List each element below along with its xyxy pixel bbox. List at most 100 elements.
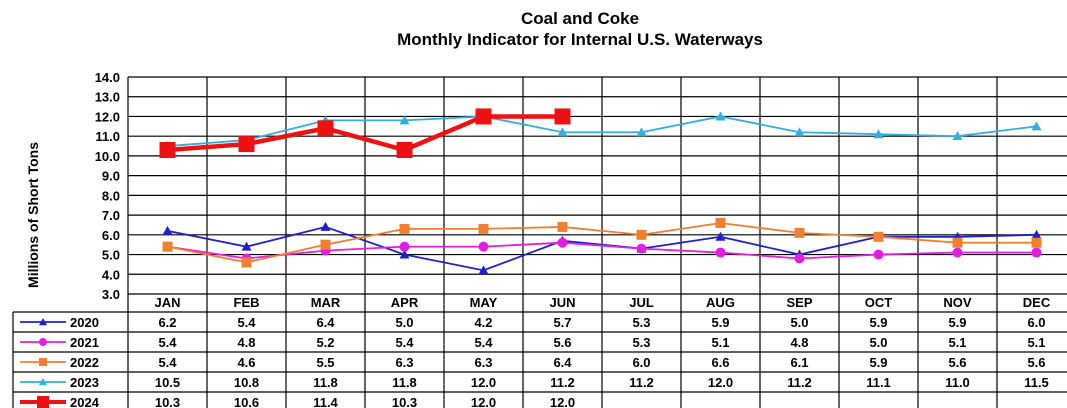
y-tick-label: 3.0 xyxy=(102,287,120,302)
legend-marker-2022 xyxy=(39,358,47,366)
series-line-2022 xyxy=(167,222,1037,264)
table-cell: 6.2 xyxy=(158,315,176,330)
x-tick-label: MAY xyxy=(470,295,498,310)
table-cell: 12.0 xyxy=(550,395,575,408)
data-point-2024 xyxy=(159,141,176,158)
table-cell: 4.8 xyxy=(790,335,808,350)
data-point-2024 xyxy=(475,108,492,125)
data-point-2021 xyxy=(636,243,647,254)
y-tick-label: 13.0 xyxy=(95,90,120,105)
data-point-2020 xyxy=(399,249,410,259)
y-tick-label: 7.0 xyxy=(102,208,120,223)
legend-marker-2023 xyxy=(39,378,47,386)
table-cell: 11.8 xyxy=(392,375,417,390)
table-cell: 5.3 xyxy=(632,315,650,330)
table-cell: 5.9 xyxy=(948,315,966,330)
table-cell: 11.5 xyxy=(1024,375,1049,390)
table-cell: 5.0 xyxy=(395,315,413,330)
y-tick-label: 5.0 xyxy=(102,248,120,263)
data-point-2024 xyxy=(238,136,255,153)
x-tick-label: FEB xyxy=(234,295,260,310)
x-tick-label: JUN xyxy=(549,295,575,310)
table-cell: 5.9 xyxy=(869,315,887,330)
data-point-2022 xyxy=(320,239,331,250)
data-point-2022 xyxy=(873,231,884,242)
data-point-2022 xyxy=(399,223,410,234)
table-cell: 5.4 xyxy=(158,335,177,350)
table-cell: 5.7 xyxy=(553,315,571,330)
data-point-2023 xyxy=(636,127,647,137)
table-cell: 6.0 xyxy=(632,355,650,370)
data-point-2020 xyxy=(715,231,726,241)
data-point-2023 xyxy=(794,127,805,137)
y-tick-label: 12.0 xyxy=(95,109,120,124)
legend-entry: 2024 xyxy=(70,395,100,408)
table-cell: 5.6 xyxy=(553,335,571,350)
x-tick-label: JUL xyxy=(629,295,654,310)
table-cell: 10.3 xyxy=(155,395,180,408)
x-tick-label: MAR xyxy=(311,295,341,310)
table-cell: 5.5 xyxy=(316,355,334,370)
table-cell: 5.1 xyxy=(948,335,966,350)
table-cell: 10.6 xyxy=(234,395,259,408)
table-cell: 6.6 xyxy=(711,355,729,370)
table-cell: 5.2 xyxy=(316,335,334,350)
series-line-2023 xyxy=(167,115,1037,147)
table-cell: 11.2 xyxy=(629,375,654,390)
chart-subtitle: Monthly Indicator for Internal U.S. Wate… xyxy=(397,30,763,49)
y-axis-label: Millions of Short Tons xyxy=(25,142,41,288)
data-point-2023 xyxy=(873,129,884,139)
data-point-2021 xyxy=(557,237,568,248)
series-line-2021 xyxy=(167,241,1037,260)
data-point-2023 xyxy=(952,131,963,141)
table-cell: 5.0 xyxy=(790,315,808,330)
table-cell: 5.1 xyxy=(1027,335,1045,350)
series-line-2020 xyxy=(167,225,1037,272)
data-point-2022 xyxy=(1031,237,1042,248)
table-cell: 11.4 xyxy=(313,395,338,408)
data-point-2022 xyxy=(241,257,252,268)
y-tick-label: 9.0 xyxy=(102,169,120,184)
table-cell: 5.4 xyxy=(158,355,177,370)
y-tick-label: 8.0 xyxy=(102,188,120,203)
table-cell: 5.4 xyxy=(237,315,256,330)
table-cell: 5.0 xyxy=(869,335,887,350)
table-cell: 12.0 xyxy=(471,375,496,390)
data-point-2020 xyxy=(1031,229,1042,239)
data-point-2024 xyxy=(554,108,571,125)
data-point-2020 xyxy=(478,265,489,275)
table-cell: 4.6 xyxy=(237,355,255,370)
data-point-2023 xyxy=(557,127,568,137)
table-cell: 5.9 xyxy=(711,315,729,330)
table-cell: 12.0 xyxy=(471,395,496,408)
x-tick-label: JAN xyxy=(154,295,180,310)
data-point-2021 xyxy=(873,249,884,260)
table-cell: 10.5 xyxy=(155,375,180,390)
data-point-2022 xyxy=(162,241,173,252)
table-cell: 5.4 xyxy=(395,335,414,350)
table-cell: 5.3 xyxy=(632,335,650,350)
table-cell: 10.3 xyxy=(392,395,417,408)
data-point-2023 xyxy=(399,115,410,125)
data-point-2020 xyxy=(162,225,173,235)
table-cell: 11.2 xyxy=(550,375,575,390)
data-point-2022 xyxy=(557,221,568,232)
data-point-2023 xyxy=(715,111,726,121)
x-tick-label: NOV xyxy=(943,295,972,310)
y-tick-label: 11.0 xyxy=(95,129,120,144)
y-tick-label: 6.0 xyxy=(102,228,120,243)
data-point-2022 xyxy=(478,223,489,234)
y-tick-label: 4.0 xyxy=(102,267,120,282)
data-point-2022 xyxy=(952,237,963,248)
chart-title: Coal and Coke xyxy=(521,9,639,28)
table-cell: 11.2 xyxy=(787,375,812,390)
data-point-2021 xyxy=(478,241,489,252)
x-tick-label: APR xyxy=(391,295,419,310)
table-cell: 5.9 xyxy=(869,355,887,370)
legend-entry: 2020 xyxy=(70,315,99,330)
table-cell: 5.6 xyxy=(948,355,966,370)
data-point-2021 xyxy=(952,247,963,258)
table-cell: 6.3 xyxy=(395,355,413,370)
series-line-2024 xyxy=(167,114,563,153)
table-cell: 11.0 xyxy=(945,375,970,390)
